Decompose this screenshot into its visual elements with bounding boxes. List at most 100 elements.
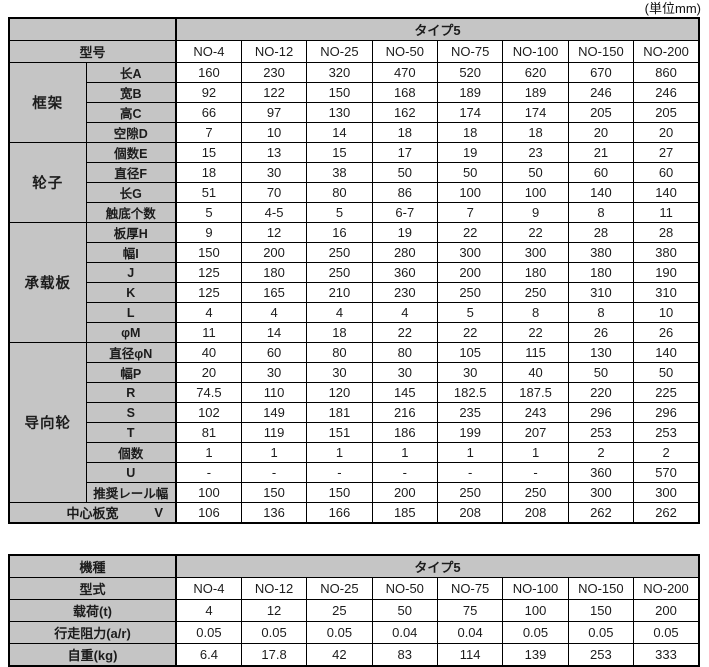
table-row: S 102 149 181 216 235 243 296 296 — [9, 402, 700, 423]
value-cell: 0.05 — [567, 621, 635, 644]
row-label-cell: 個数 — [85, 442, 177, 463]
value-cell: 182.5 — [436, 382, 504, 403]
value-cell: 320 — [306, 62, 373, 83]
value-cell: 106 — [174, 502, 242, 524]
value-cell: 75 — [436, 599, 504, 622]
value-cell: 0.05 — [633, 621, 700, 644]
value-cell: 250 — [306, 262, 373, 283]
value-cell: 8 — [567, 302, 635, 323]
value-cell: 520 — [436, 62, 504, 83]
value-cell: 66 — [174, 102, 242, 123]
value-cell: 17 — [371, 142, 439, 163]
value-cell: 0.04 — [371, 621, 438, 644]
group-label-cell: 轮子 — [8, 142, 87, 223]
table-row: 触底个数 5 4-5 5 6-7 7 9 8 11 — [9, 202, 700, 223]
value-cell: 181 — [306, 402, 373, 423]
value-cell: 7 — [436, 202, 504, 223]
table-row: 轮子 個数E 15 13 15 17 19 23 21 27 — [8, 142, 700, 223]
value-cell: 122 — [240, 82, 308, 103]
value-cell: 150 — [306, 482, 373, 503]
value-cell: 30 — [240, 362, 308, 383]
value-cell: 333 — [633, 643, 700, 667]
value-cell: 100 — [436, 182, 504, 203]
group-label-cell: 承载板 — [8, 222, 87, 343]
value-cell: 174 — [502, 102, 569, 123]
row-label-cell: U — [85, 462, 177, 483]
value-cell: 200 — [240, 242, 308, 263]
value-cell: 180 — [502, 262, 569, 283]
value-cell: 11 — [633, 202, 700, 223]
model-header-cell: NO-200 — [633, 577, 700, 600]
value-cell: 105 — [436, 342, 504, 363]
value-cell: 300 — [633, 482, 700, 503]
row-label-cell: T — [85, 422, 177, 443]
value-cell: 15 — [174, 142, 242, 163]
value-cell: 208 — [436, 502, 504, 524]
value-cell: 4 — [175, 599, 242, 622]
value-cell: 13 — [240, 142, 308, 163]
value-cell: 28 — [633, 222, 700, 243]
value-cell: 280 — [371, 242, 439, 263]
value-cell: 50 — [502, 162, 569, 183]
value-cell: 18 — [174, 162, 242, 183]
value-cell: 100 — [174, 482, 242, 503]
value-cell: 80 — [371, 342, 439, 363]
value-cell: 8 — [502, 302, 569, 323]
row-label-cell: 自重(kg) — [8, 643, 177, 667]
value-cell: 296 — [567, 402, 635, 423]
value-cell: 208 — [502, 502, 569, 524]
value-cell: 162 — [371, 102, 439, 123]
model-header-cell: NO-100 — [502, 40, 569, 63]
model-header-cell: NO-150 — [567, 40, 635, 63]
value-cell: 9 — [174, 222, 242, 243]
value-cell: 30 — [306, 362, 373, 383]
value-cell: 16 — [306, 222, 373, 243]
row-label-cell: S — [85, 402, 177, 423]
table-row: φM 11 14 18 22 22 22 26 26 — [9, 322, 700, 343]
value-cell: 80 — [306, 182, 373, 203]
value-cell: 6.4 — [175, 643, 242, 667]
row-label-cell: 行走阻力(a/r) — [8, 621, 177, 644]
value-cell: 250 — [436, 282, 504, 303]
row-label-cell: J — [85, 262, 177, 283]
value-cell: - — [306, 462, 373, 483]
value-cell: 51 — [174, 182, 242, 203]
value-cell: 207 — [502, 422, 569, 443]
value-cell: 186 — [371, 422, 439, 443]
table-row: 长G 51 70 80 86 100 100 140 140 — [9, 182, 700, 203]
value-cell: 10 — [633, 302, 700, 323]
value-cell: 300 — [502, 242, 569, 263]
model-header-cell: NO-4 — [174, 40, 242, 63]
value-cell: 83 — [371, 643, 438, 667]
value-cell: 360 — [567, 462, 635, 483]
footer-label-cell: 中心板宽 V — [8, 502, 177, 524]
value-cell: - — [436, 462, 504, 483]
value-cell: 2 — [633, 442, 700, 463]
value-cell: 151 — [306, 422, 373, 443]
value-cell: 100 — [502, 599, 569, 622]
value-cell: 22 — [502, 322, 569, 343]
value-cell: 6-7 — [371, 202, 439, 223]
value-cell: 150 — [174, 242, 242, 263]
value-cell: 5 — [306, 202, 373, 223]
value-cell: 42 — [306, 643, 373, 667]
value-cell: 22 — [436, 322, 504, 343]
value-cell: 250 — [306, 242, 373, 263]
model-header-cell: NO-25 — [306, 40, 373, 63]
row-label-cell: L — [85, 302, 177, 323]
value-cell: 30 — [240, 162, 308, 183]
model-header-cell: NO-12 — [240, 40, 308, 63]
model-header-cell: NO-100 — [502, 577, 569, 600]
type-header-cell: タイプ5 — [175, 17, 700, 41]
value-cell: 40 — [502, 362, 569, 383]
value-cell: 136 — [240, 502, 308, 524]
model-header-cell: NO-25 — [306, 577, 373, 600]
value-cell: 4 — [174, 302, 242, 323]
value-cell: 80 — [306, 342, 373, 363]
value-cell: 11 — [174, 322, 242, 343]
value-cell: 185 — [371, 502, 439, 524]
value-cell: 27 — [633, 142, 700, 163]
value-cell: 670 — [567, 62, 635, 83]
value-cell: 253 — [567, 422, 635, 443]
model-header-cell: NO-75 — [436, 577, 504, 600]
